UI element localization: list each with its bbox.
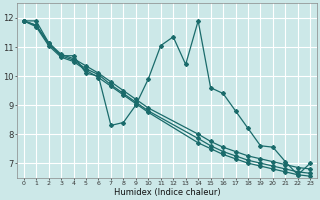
X-axis label: Humidex (Indice chaleur): Humidex (Indice chaleur)	[114, 188, 220, 197]
